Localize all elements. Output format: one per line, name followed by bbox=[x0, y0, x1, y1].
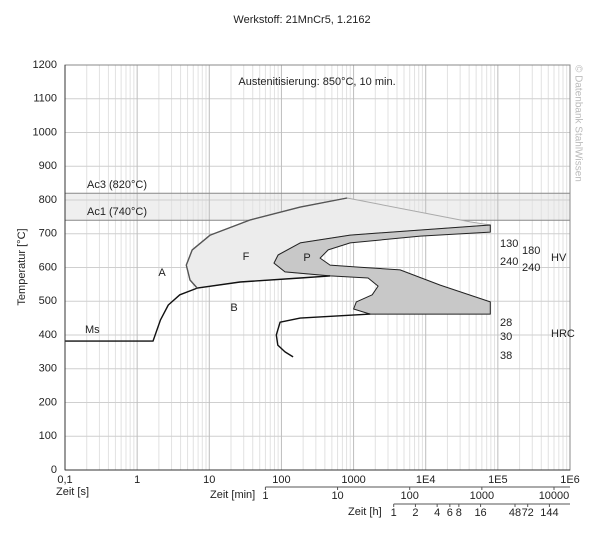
annotation: F bbox=[243, 251, 250, 263]
y-tick-label: 500 bbox=[39, 295, 57, 307]
annotation: 130 bbox=[500, 238, 518, 250]
x-tick-label: 1E4 bbox=[416, 474, 436, 486]
x2-tick-label: 10000 bbox=[539, 490, 570, 502]
x2-axis-title: Zeit [min] bbox=[210, 489, 255, 501]
x-tick-label: 100 bbox=[272, 474, 290, 486]
x-tick-label: 1E5 bbox=[488, 474, 508, 486]
annotation: Austenitisierung: 850°C, 10 min. bbox=[238, 76, 395, 88]
x2-tick-label: 100 bbox=[401, 490, 419, 502]
annotation: P bbox=[303, 252, 310, 264]
y-tick-label: 1200 bbox=[33, 59, 57, 71]
annotation: 240 bbox=[522, 262, 540, 274]
transformation-label: Ac1 (740°C) bbox=[87, 206, 147, 218]
x3-axis-title: Zeit [h] bbox=[348, 506, 382, 518]
annotation: HV bbox=[551, 252, 567, 264]
x-tick-label: 1000 bbox=[341, 474, 365, 486]
y-tick-label: 300 bbox=[39, 363, 57, 375]
curve bbox=[185, 197, 348, 289]
transformation-label: Ac3 (820°C) bbox=[87, 179, 147, 191]
x-tick-label: 0,1 bbox=[57, 474, 72, 486]
y-tick-label: 400 bbox=[39, 329, 57, 341]
x2-tick-label: 10 bbox=[331, 490, 343, 502]
chart-title: Werkstoff: 21MnCr5, 1.2162 bbox=[233, 14, 370, 26]
x3-tick-label: 8 bbox=[456, 507, 462, 519]
x-axis-title: Zeit [s] bbox=[56, 486, 89, 498]
y-tick-label: 1100 bbox=[33, 93, 57, 105]
x3-tick-label: 6 bbox=[447, 507, 453, 519]
x-tick-label: 10 bbox=[203, 474, 215, 486]
x-tick-label: 1 bbox=[134, 474, 140, 486]
x3-tick-label: 2 bbox=[412, 507, 418, 519]
annotation: HRC bbox=[551, 328, 575, 340]
annotation: 38 bbox=[500, 350, 512, 362]
watermark: © Datenbank StahlWissen bbox=[572, 65, 583, 182]
annotation: Ms bbox=[85, 324, 100, 336]
y-tick-label: 1000 bbox=[33, 126, 57, 138]
x-tick-label: 1E6 bbox=[560, 474, 580, 486]
annotation: 240 bbox=[500, 256, 518, 268]
annotation: A bbox=[158, 267, 166, 279]
x3-tick-label: 144 bbox=[540, 507, 558, 519]
x3-tick-label: 48 bbox=[509, 507, 521, 519]
x3-tick-label: 1 bbox=[391, 507, 397, 519]
y-tick-label: 700 bbox=[39, 228, 57, 240]
annotation: 30 bbox=[500, 331, 512, 343]
y-axis-title: Temperatur [°C] bbox=[16, 228, 28, 305]
x3-tick-label: 16 bbox=[474, 507, 486, 519]
y-tick-label: 800 bbox=[39, 194, 57, 206]
annotation: B bbox=[230, 302, 237, 314]
curve bbox=[275, 313, 371, 358]
y-tick-label: 0 bbox=[51, 464, 57, 476]
curve bbox=[65, 275, 331, 342]
x3-tick-label: 72 bbox=[522, 507, 534, 519]
x3-tick-label: 4 bbox=[434, 507, 440, 519]
y-tick-label: 600 bbox=[39, 261, 57, 273]
x2-tick-label: 1 bbox=[262, 490, 268, 502]
y-tick-label: 200 bbox=[39, 396, 57, 408]
y-tick-label: 900 bbox=[39, 160, 57, 172]
x2-tick-label: 1000 bbox=[470, 490, 494, 502]
annotation: 28 bbox=[500, 317, 512, 329]
annotation: 180 bbox=[522, 245, 540, 257]
y-tick-label: 100 bbox=[39, 430, 57, 442]
